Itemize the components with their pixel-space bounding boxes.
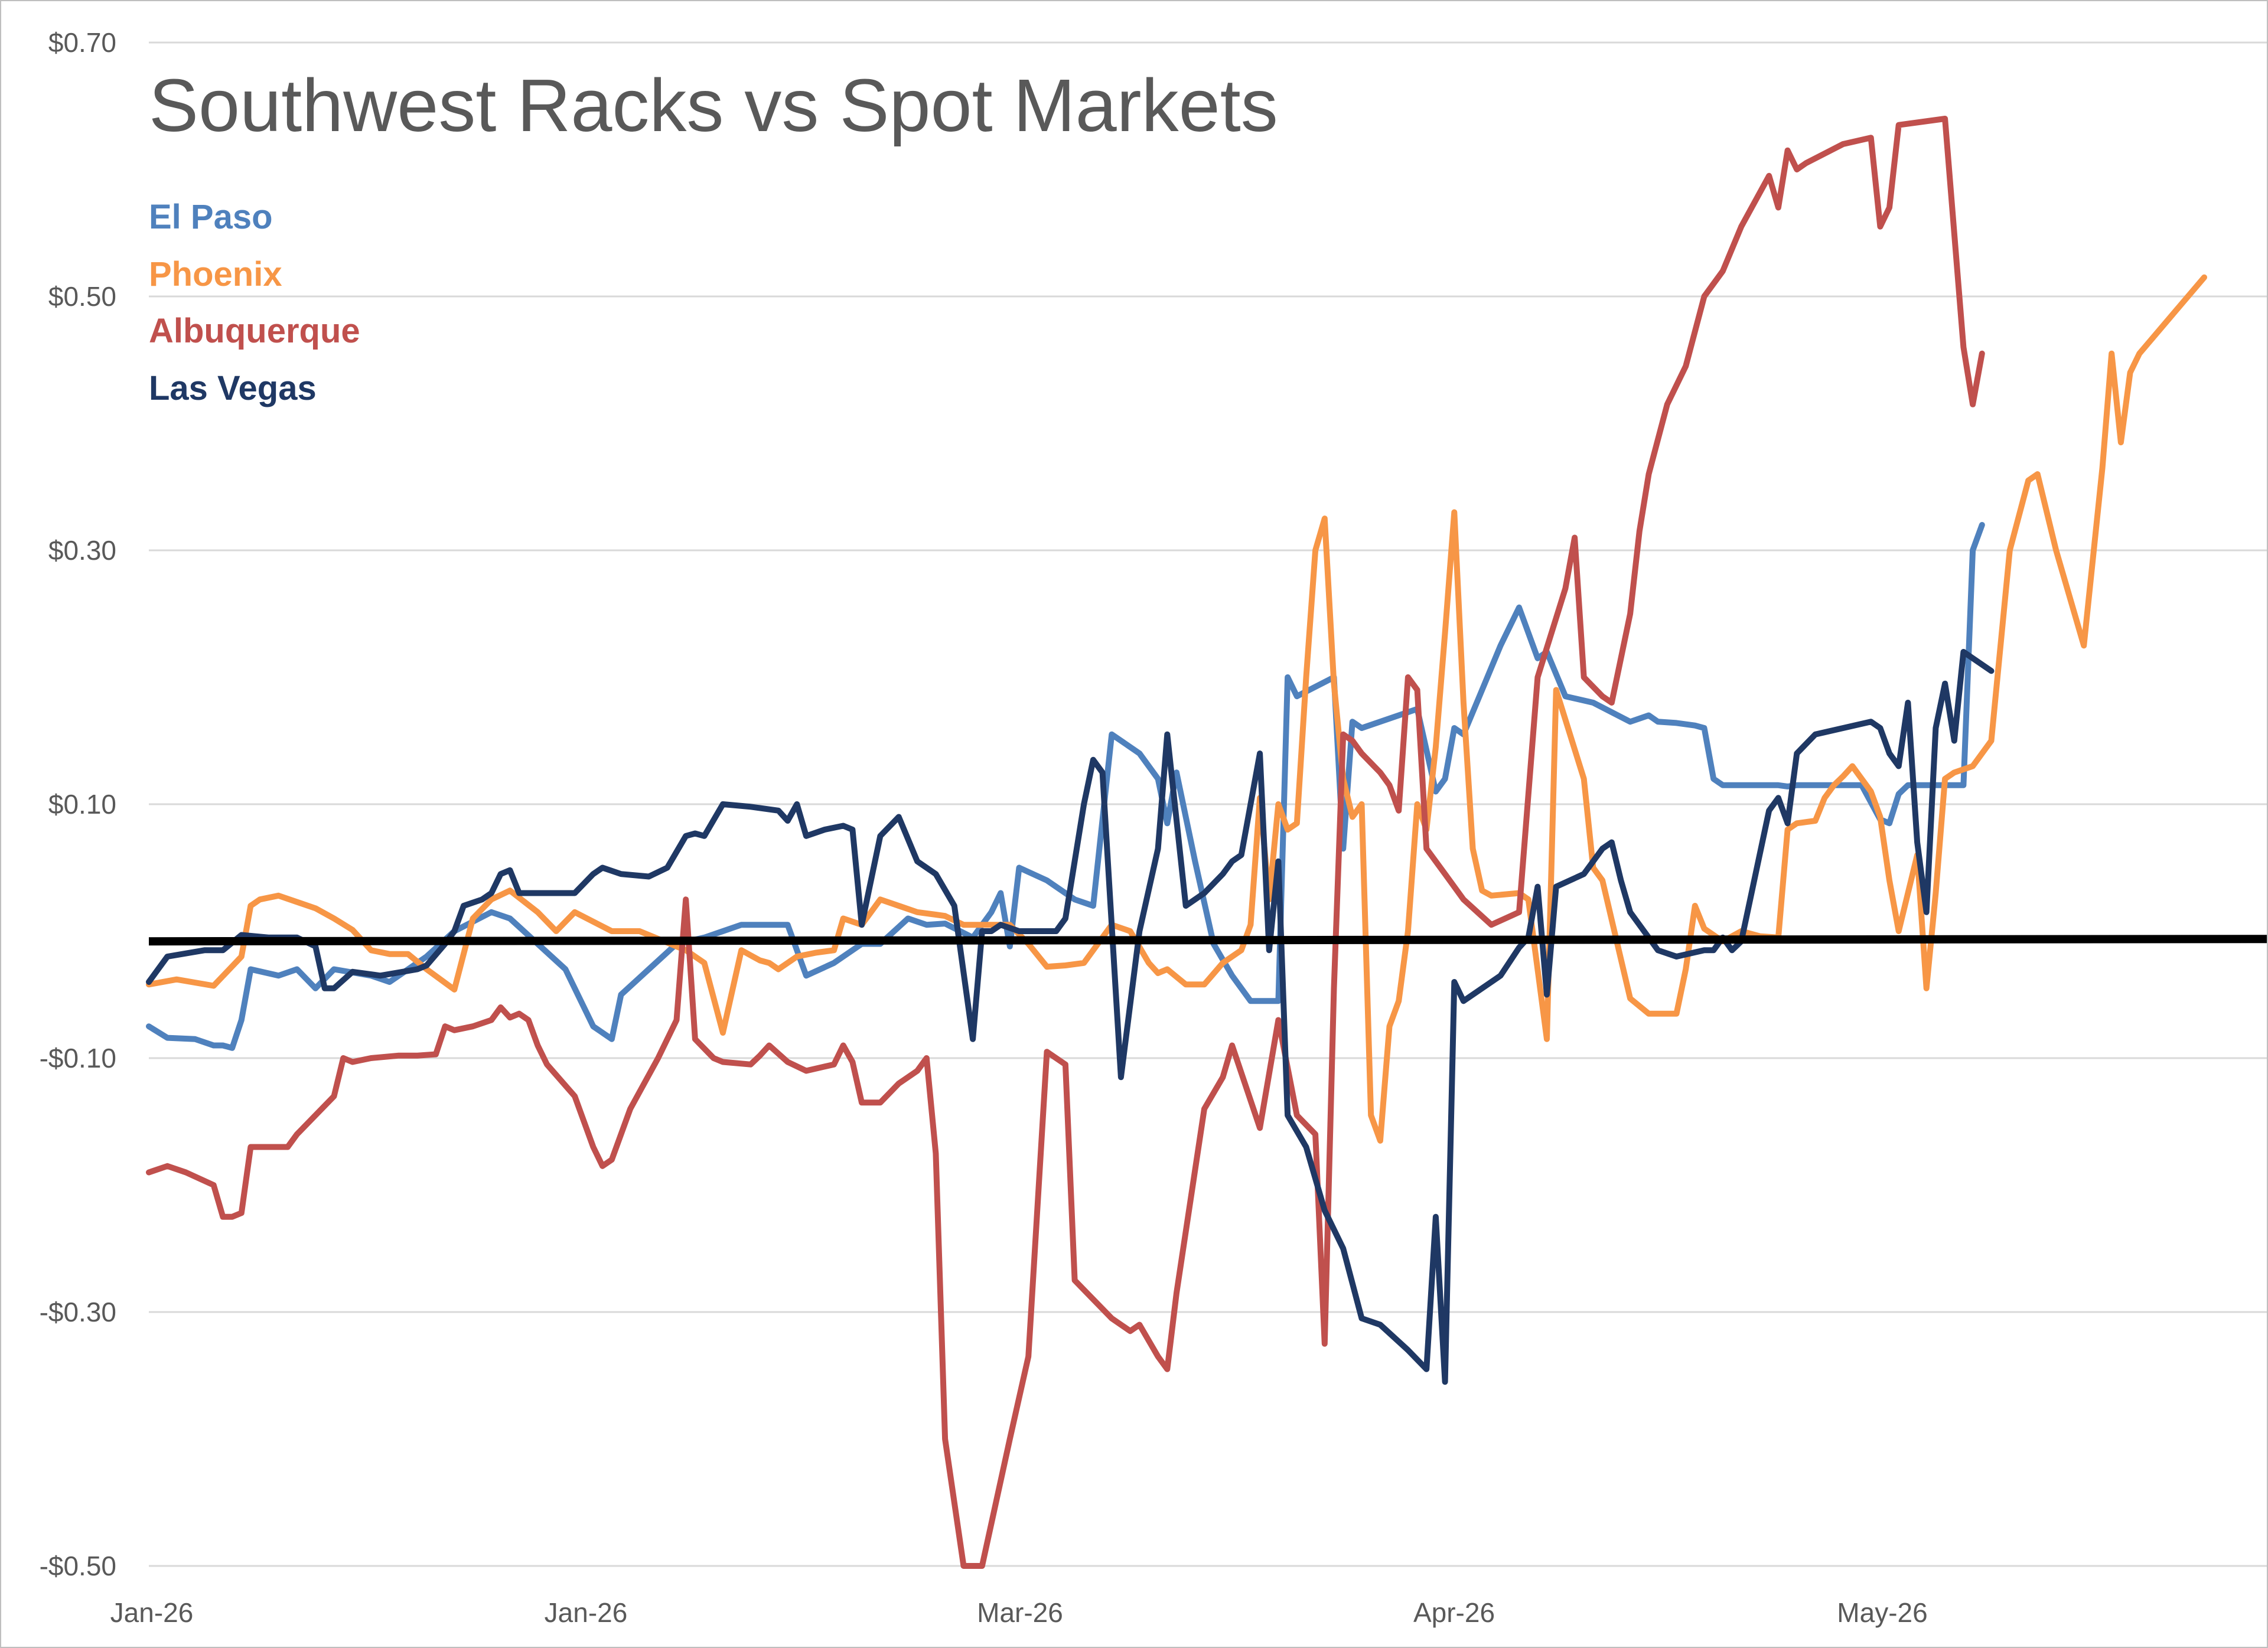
legend-item: Las Vegas [149,369,317,407]
gridlines [149,41,2267,1567]
x-tick-label: Jan-26 [545,1597,628,1628]
series-line-phoenix [146,274,2207,1144]
chart-title: Southwest Racks vs Spot Markets [149,64,1278,147]
y-axis-tick-labels: $0.70 $0.50 $0.30 $0.10 -$0.10 -$0.30 -$0.50 [40,27,116,1581]
x-tick-label: Mar-26 [977,1597,1063,1628]
legend-item: El Paso [149,198,273,236]
legend: El Paso Phoenix Albuquerque Las Vegas [149,198,360,407]
y-tick-label: $0.30 [48,535,116,566]
x-tick-label: May-26 [1837,1597,1927,1628]
legend-item: Albuquerque [149,312,360,350]
y-tick-label: -$0.10 [40,1043,116,1073]
legend-item: Phoenix [149,255,282,293]
zero-reference-line [148,935,2267,946]
series-lines [146,116,2207,1569]
y-tick-label: $0.50 [48,281,116,312]
series-line-las-vegas [146,649,1995,1385]
series-line-albuquerque [146,116,1985,1569]
x-tick-label: Apr-26 [1413,1597,1495,1628]
y-tick-label: -$0.30 [40,1297,116,1327]
x-axis-tick-labels: Jan-26 Jan-26 Mar-26 Apr-26 May-26 [110,1597,1928,1628]
y-tick-label: $0.10 [48,789,116,820]
x-tick-label: Jan-26 [110,1597,194,1628]
y-tick-label: -$0.50 [40,1551,116,1581]
y-tick-label: $0.70 [48,27,116,58]
